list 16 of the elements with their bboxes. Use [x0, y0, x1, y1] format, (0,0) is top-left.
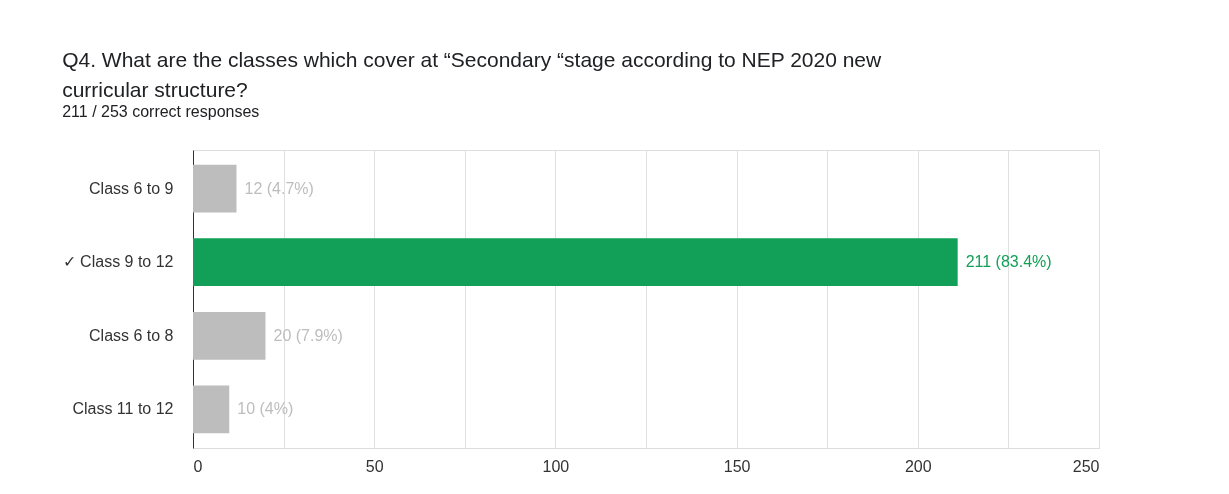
y-tick-label: ✓ Class 9 to 12	[62, 253, 174, 271]
y-tick-label: Class 6 to 9	[89, 179, 174, 197]
y-tick-label: Class 6 to 8	[89, 326, 174, 344]
chart-subtitle: 211 / 253 correct responses	[62, 103, 260, 120]
data-label: 211 (83.4%)	[965, 253, 1052, 271]
x-tick-label: 100	[542, 457, 570, 475]
chart-title: Q4. What are the classes which cover at “Secondary “stage according to NEP 2020 new curricular structure?	[62, 48, 883, 101]
data-label: 10 (4%)	[237, 400, 294, 418]
x-tick-label: 50	[365, 457, 384, 475]
x-tick-label: 250	[1072, 457, 1100, 475]
x-tick-label: 150	[723, 457, 751, 475]
x-tick-label: 0	[193, 457, 203, 475]
data-label: 20 (7.9%)	[273, 326, 343, 344]
y-tick-label: Class 11 to 12	[72, 400, 174, 418]
data-label: 12 (4.7%)	[244, 179, 314, 197]
x-tick-label: 200	[904, 457, 932, 475]
